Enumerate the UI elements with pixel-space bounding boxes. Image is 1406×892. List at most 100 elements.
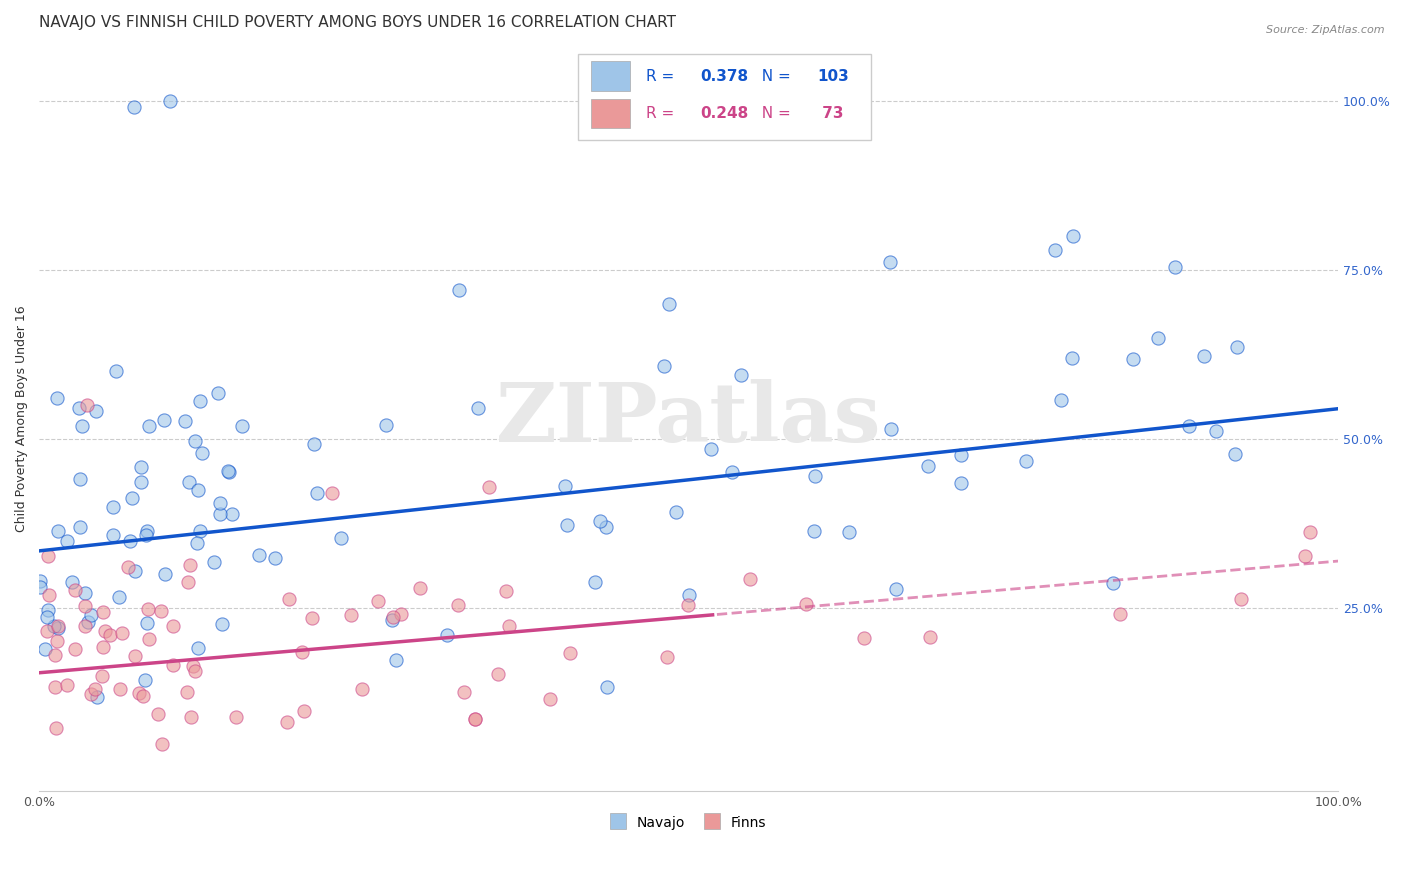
Point: [478, 479, 501, 493]
Point: [69, 520, 91, 534]
Point: [128, 686, 150, 700]
Point: [453, 685, 475, 699]
Point: [1050, 393, 1073, 408]
Point: [84, 404, 107, 418]
Point: [464, 712, 486, 726]
Legend: Navajo, Finns: Navajo, Finns: [605, 808, 773, 837]
Point: [464, 712, 486, 726]
Point: [79, 607, 101, 622]
Point: [35, 624, 58, 638]
FancyBboxPatch shape: [578, 54, 870, 139]
Point: [180, 710, 202, 724]
Point: [467, 401, 489, 415]
Point: [738, 572, 761, 586]
Point: [65, 641, 87, 656]
Point: [73, 618, 96, 632]
Text: R =: R =: [645, 69, 679, 84]
Point: [117, 559, 139, 574]
Point: [853, 632, 876, 646]
Point: [1122, 351, 1144, 366]
Point: [436, 628, 458, 642]
Point: [46, 392, 69, 406]
Point: [307, 486, 329, 500]
Point: [46, 619, 69, 633]
Point: [880, 422, 903, 436]
Point: [63, 583, 86, 598]
Point: [153, 413, 176, 427]
Point: [162, 658, 184, 673]
Point: [302, 437, 325, 451]
Point: [678, 588, 700, 602]
Point: [1226, 340, 1249, 354]
Point: [1015, 454, 1038, 468]
Point: [838, 525, 860, 540]
Point: [30, 580, 52, 594]
Point: [389, 607, 412, 622]
Point: [720, 465, 742, 479]
Point: [382, 609, 405, 624]
Point: [583, 574, 606, 589]
Y-axis label: Child Poverty Among Boys Under 16: Child Poverty Among Boys Under 16: [15, 306, 28, 533]
Point: [101, 500, 124, 514]
Point: [291, 645, 314, 659]
Point: [676, 598, 699, 612]
Point: [121, 491, 143, 505]
Point: [277, 592, 299, 607]
Point: [56, 534, 79, 549]
Point: [1045, 243, 1067, 257]
Point: [652, 359, 675, 373]
Point: [321, 486, 343, 500]
Point: [34, 642, 56, 657]
Point: [209, 507, 232, 521]
Text: Source: ZipAtlas.com: Source: ZipAtlas.com: [1267, 25, 1385, 35]
Point: [202, 555, 225, 569]
Point: [498, 619, 520, 633]
Point: [138, 419, 160, 434]
Point: [595, 520, 617, 534]
Point: [56, 678, 79, 692]
Point: [186, 536, 208, 550]
Point: [730, 368, 752, 383]
Point: [700, 442, 723, 456]
Point: [122, 100, 145, 114]
Point: [30, 574, 52, 588]
Point: [1178, 418, 1201, 433]
Point: [918, 630, 941, 644]
Point: [231, 419, 253, 434]
Point: [37, 549, 59, 563]
Point: [184, 434, 207, 448]
Point: [46, 634, 69, 648]
Point: [381, 613, 404, 627]
Point: [101, 528, 124, 542]
Point: [91, 640, 114, 654]
Point: [184, 664, 207, 678]
Point: [950, 475, 973, 490]
Point: [44, 648, 66, 662]
Point: [46, 621, 69, 635]
Point: [44, 680, 66, 694]
Point: [138, 632, 160, 646]
Point: [73, 599, 96, 613]
Point: [264, 551, 287, 566]
Point: [596, 680, 619, 694]
Point: [207, 386, 229, 401]
Text: 0.248: 0.248: [700, 106, 748, 121]
Point: [486, 666, 509, 681]
Point: [794, 597, 817, 611]
Point: [94, 624, 117, 638]
Point: [179, 558, 201, 572]
Point: [91, 605, 114, 619]
Point: [1205, 424, 1227, 438]
Point: [447, 599, 470, 613]
Point: [131, 460, 153, 475]
Text: R =: R =: [645, 106, 679, 121]
Point: [46, 524, 69, 538]
Point: [76, 398, 98, 412]
Point: [135, 524, 157, 538]
Point: [105, 364, 128, 378]
Point: [879, 254, 901, 268]
Point: [1164, 260, 1187, 275]
Point: [211, 616, 233, 631]
Point: [218, 465, 240, 479]
Point: [37, 602, 59, 616]
